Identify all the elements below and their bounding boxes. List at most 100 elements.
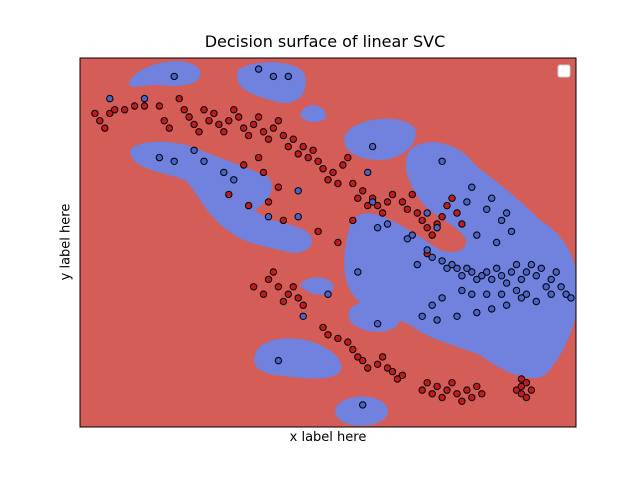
data-point-red: [468, 393, 476, 402]
data-point-blue: [359, 401, 367, 409]
data-point-red: [453, 390, 461, 398]
data-point-red: [349, 179, 357, 188]
data-point-red: [225, 117, 233, 125]
data-point-blue: [532, 297, 540, 306]
data-point-blue: [468, 183, 476, 191]
data-point-red: [314, 157, 322, 166]
data-point-blue: [294, 187, 302, 195]
data-point-red: [319, 165, 327, 173]
data-point-red: [249, 283, 258, 291]
data-point-blue: [483, 268, 491, 276]
data-point-blue: [463, 198, 471, 206]
data-point-blue: [106, 94, 114, 103]
data-point-red: [264, 135, 273, 143]
data-point-blue: [473, 308, 481, 317]
data-point-blue: [517, 275, 526, 284]
data-point-red: [249, 120, 258, 129]
data-point-blue: [269, 72, 278, 81]
data-point-blue: [537, 264, 545, 272]
data-point-red: [240, 124, 248, 132]
data-point-blue: [274, 356, 283, 365]
data-point-red: [264, 198, 273, 206]
data-point-red: [140, 102, 149, 110]
data-point-blue: [542, 283, 550, 291]
data-point-blue: [408, 231, 416, 239]
data-point-red: [91, 109, 99, 118]
decision-region: [129, 61, 201, 87]
data-point-red: [324, 176, 332, 184]
data-point-blue: [567, 294, 575, 302]
decision-regions: [129, 61, 576, 426]
data-point-red: [517, 382, 526, 391]
data-point-red: [344, 338, 352, 346]
data-point-blue: [324, 290, 332, 298]
data-point-blue: [254, 65, 263, 73]
data-point-blue: [512, 260, 521, 269]
data-point-red: [334, 334, 342, 343]
data-point-blue: [438, 157, 446, 166]
data-point-red: [473, 382, 481, 391]
data-point-blue: [354, 268, 362, 276]
plot-frame: [79, 57, 577, 428]
data-point-red: [428, 390, 436, 398]
data-point-blue: [443, 264, 451, 272]
data-point-red: [354, 194, 362, 202]
data-point-blue: [492, 238, 501, 247]
data-point-red: [180, 106, 188, 114]
data-point-red: [215, 120, 223, 129]
data-point-red: [403, 205, 412, 214]
data-point-red: [96, 117, 104, 125]
data-point-red: [423, 224, 431, 232]
data-point-blue: [502, 301, 511, 309]
data-point-red: [458, 397, 466, 405]
data-point-red: [299, 142, 307, 151]
data-point-blue: [478, 272, 486, 280]
data-point-red: [517, 375, 526, 383]
data-point-blue: [190, 146, 198, 155]
data-point-blue: [200, 157, 208, 166]
data-point-red: [388, 190, 397, 199]
data-point-blue: [497, 216, 506, 225]
data-point-red: [423, 379, 431, 387]
data-point-red: [210, 109, 218, 118]
data-point-red: [448, 379, 456, 387]
data-point-blue: [368, 142, 377, 151]
data-point-blue: [418, 312, 426, 320]
data-point-blue: [492, 264, 501, 272]
data-point-red: [155, 102, 164, 110]
decision-region: [348, 300, 401, 332]
data-point-blue: [373, 320, 382, 328]
data-point-red: [279, 131, 288, 140]
data-point-red: [269, 124, 278, 132]
data-point-blue: [423, 209, 431, 217]
data-point-red: [284, 290, 292, 298]
data-point-red: [349, 216, 357, 225]
data-point-blue: [140, 94, 149, 103]
data-point-red: [418, 216, 426, 225]
data-point-red: [284, 142, 292, 151]
data-point-red: [225, 190, 233, 199]
decision-region: [344, 118, 416, 160]
data-point-red: [314, 227, 322, 236]
data-point-red: [478, 390, 486, 398]
data-point-red: [195, 128, 203, 136]
data-point-red: [190, 120, 198, 129]
data-point-blue: [562, 290, 570, 298]
data-point-blue: [220, 168, 228, 177]
data-point-blue: [458, 286, 466, 295]
data-point-red: [418, 386, 426, 394]
data-point-blue: [517, 294, 526, 302]
decision-region: [130, 141, 312, 253]
data-point-red: [294, 294, 302, 302]
data-point-red: [165, 124, 174, 132]
data-point-red: [254, 113, 263, 121]
data-point-red: [413, 209, 421, 217]
data-point-blue: [170, 72, 178, 81]
data-point-red: [383, 364, 392, 372]
data-point-red: [111, 106, 119, 114]
data-point-red: [106, 109, 114, 118]
decision-region: [237, 62, 306, 103]
decision-region: [344, 142, 576, 379]
data-point-blue: [423, 246, 431, 254]
data-point-red: [359, 356, 367, 365]
